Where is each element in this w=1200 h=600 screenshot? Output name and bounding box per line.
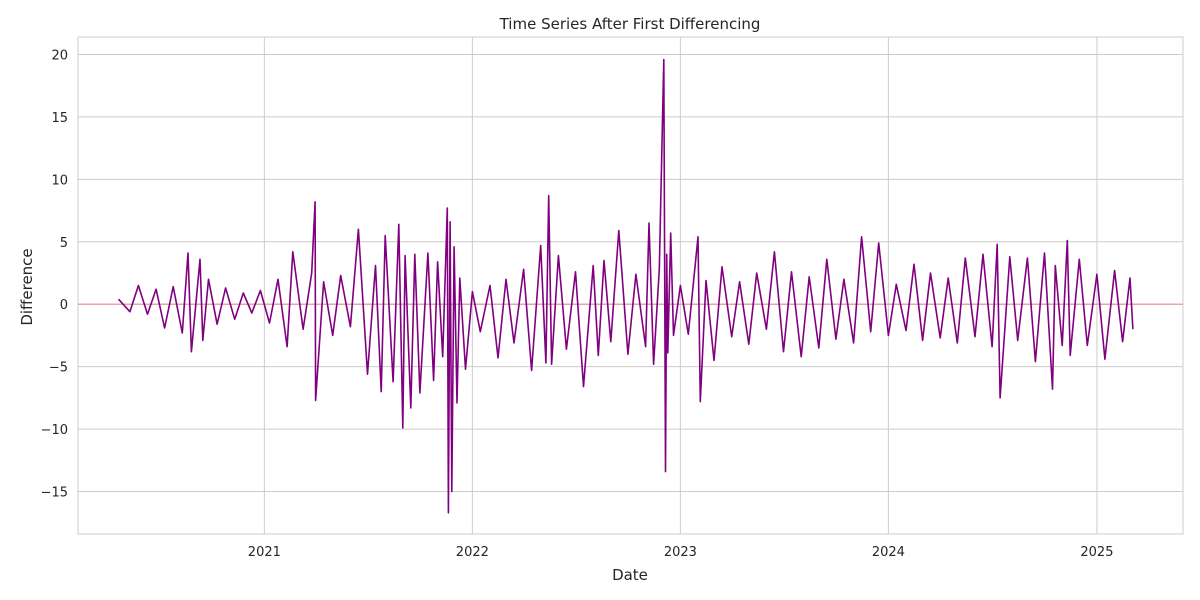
y-tick-label: 5: [60, 236, 68, 251]
y-tick-label: −10: [41, 423, 68, 438]
x-tick-label: 2021: [248, 545, 281, 560]
plot-area: [77, 36, 1184, 535]
y-tick-label: −15: [41, 486, 68, 501]
y-axis-label: Difference: [18, 248, 36, 325]
x-tick-label: 2023: [664, 545, 697, 560]
x-tick-label: 2024: [872, 545, 905, 560]
y-tick-label: 0: [60, 298, 68, 313]
x-tick-label: 2025: [1080, 545, 1113, 560]
series-line-difference: [117, 58, 1134, 514]
y-axis-ticks: 20 15 10 5 0 −5 −10 −15: [41, 48, 68, 500]
y-tick-label: 20: [51, 48, 68, 63]
y-tick-label: 10: [51, 173, 68, 188]
chart-title: Time Series After First Differencing: [499, 15, 761, 33]
y-tick-label: −5: [49, 361, 68, 376]
y-tick-label: 15: [51, 111, 68, 126]
x-axis-ticks: 2021 2022 2023 2024 2025: [248, 545, 1114, 560]
x-tick-label: 2022: [456, 545, 489, 560]
x-axis-label: Date: [612, 566, 648, 584]
